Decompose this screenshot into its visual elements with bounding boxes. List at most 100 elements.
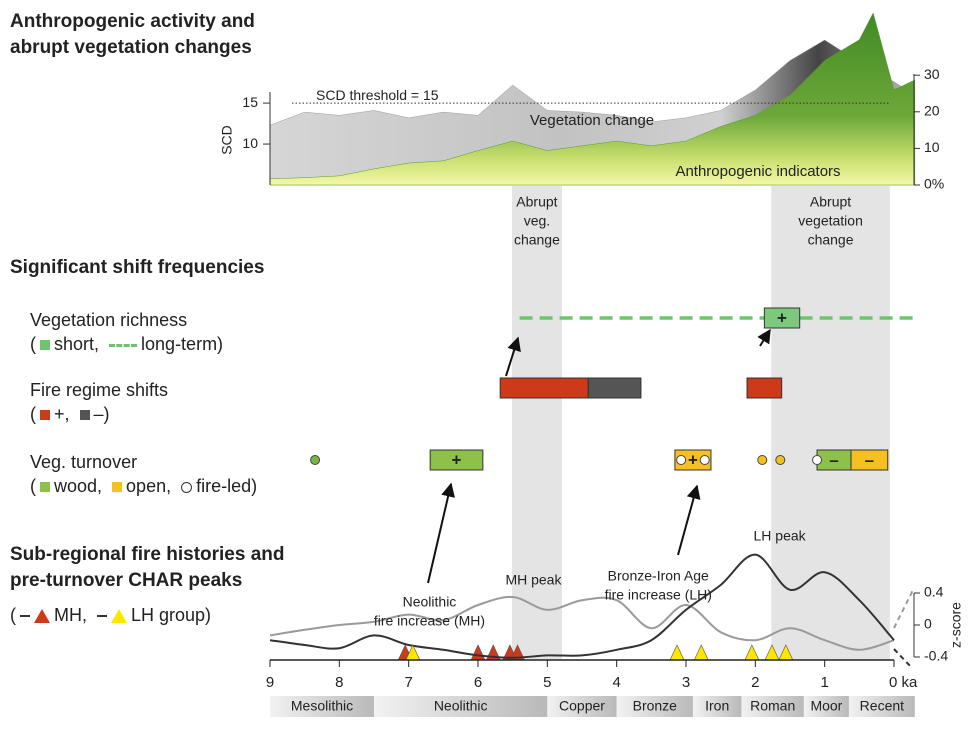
legend-label: LH group)	[131, 605, 212, 625]
shift-sign: +	[777, 308, 787, 327]
period-label: Recent	[860, 698, 904, 714]
shaded-band	[511, 186, 562, 660]
z-axis-label: z-score	[948, 602, 964, 648]
legend: (+, –)	[30, 403, 116, 425]
fire-history-line	[269, 553, 895, 659]
fire-led-ring	[699, 455, 710, 465]
char-peak	[693, 644, 709, 661]
shift-box	[746, 377, 783, 399]
series-label: Vegetation change	[530, 112, 654, 129]
band-label: veg.	[524, 213, 550, 229]
legend-paren: (	[10, 605, 16, 625]
annotation: LH peak	[754, 528, 807, 544]
arrow	[505, 336, 521, 377]
row-label: Veg. turnover	[30, 452, 138, 472]
legend-swatch	[34, 609, 50, 624]
legend-line	[97, 615, 107, 618]
band-label: Abrupt	[516, 194, 557, 210]
x-tick-label: 6	[474, 674, 482, 691]
chart-title: abrupt vegetation changes	[10, 37, 252, 58]
period	[547, 696, 617, 717]
section-title: Sub-regional fire histories and	[10, 544, 285, 565]
shift-sign: +	[452, 450, 462, 469]
period	[616, 696, 693, 717]
x-tick-label: 9	[266, 674, 274, 691]
legend-label: open,	[126, 476, 172, 496]
period	[741, 696, 804, 717]
annotation: fire increase (MH)	[374, 612, 485, 628]
y2-tick-label: 30	[924, 66, 940, 82]
row-label: Fire regime shifts	[30, 380, 169, 400]
fire-led-ring	[812, 455, 823, 465]
shift-sign: –	[865, 450, 874, 469]
legend-label: MH,	[54, 605, 87, 625]
legend-label: –)	[93, 404, 110, 424]
period-label: Neolithic	[434, 698, 488, 714]
legend-paren: (	[30, 334, 36, 354]
shift-dot	[757, 455, 768, 465]
legend: ( short, long-term)	[30, 333, 229, 355]
x-tick-label: 7	[404, 674, 412, 691]
arrow	[677, 484, 701, 556]
legend-label: +,	[54, 404, 70, 424]
legend-label: wood,	[54, 476, 103, 496]
legend-swatch	[40, 410, 50, 421]
band-label: change	[808, 232, 854, 248]
x-tick-label: 8	[335, 674, 343, 691]
shaded-band	[771, 186, 890, 660]
period	[692, 696, 742, 717]
shift-box	[499, 377, 589, 399]
legend-line	[20, 615, 30, 618]
legend-swatch	[112, 482, 123, 493]
y2-tick-label: 10	[924, 139, 940, 155]
legend: (wood, open, fire-led)	[30, 475, 263, 497]
char-peak	[470, 644, 486, 661]
legend-label: long-term)	[141, 334, 224, 354]
annotation: Neolithic	[403, 593, 457, 609]
y2-tick-label: 0%	[924, 176, 944, 192]
bands	[511, 186, 890, 660]
period-label: Iron	[705, 698, 729, 714]
x-tick-label: 3	[682, 674, 690, 691]
shift-box	[850, 449, 889, 471]
x-tick-label: 5	[543, 674, 551, 691]
shift-sign: +	[688, 450, 698, 469]
shift-sign: –	[829, 450, 838, 469]
legend-swatch	[181, 481, 193, 493]
shift-box	[763, 307, 801, 329]
period	[848, 696, 915, 717]
period	[270, 696, 374, 717]
area	[269, 12, 916, 186]
section-title: pre-turnover CHAR peaks	[10, 570, 242, 591]
legend-swatch	[111, 609, 127, 624]
threshold-label: SCD threshold = 15	[316, 87, 439, 103]
legend-swatch	[40, 340, 50, 351]
period-label: Bronze	[633, 698, 678, 714]
band-label: vegetation	[798, 213, 863, 229]
legend-swatch	[109, 343, 138, 347]
period-label: Moor	[810, 698, 842, 714]
annotation: MH peak	[505, 572, 562, 588]
x-tick-label: 1	[820, 674, 828, 691]
z-tick-label: 0.4	[924, 584, 944, 600]
legend-swatch	[79, 410, 90, 421]
legend-label: fire-led)	[196, 476, 258, 496]
period-label: Roman	[750, 698, 795, 714]
annotation: Bronze-Iron Age	[608, 568, 709, 584]
x-tick-label: 2	[751, 674, 759, 691]
band-label: Abrupt	[810, 194, 851, 210]
legend-label: short,	[54, 334, 100, 354]
section-title: Significant shift frequencies	[10, 257, 264, 278]
y-tick-label: 10	[242, 135, 258, 151]
shift-box	[587, 377, 642, 399]
band-label: change	[514, 232, 560, 248]
period	[803, 696, 849, 717]
shift-dot	[775, 455, 786, 465]
shift-box	[429, 449, 484, 471]
y-tick-label: 15	[242, 94, 258, 110]
arrow	[757, 328, 771, 347]
chart-title: Anthropogenic activity and	[10, 11, 255, 32]
arrows	[427, 328, 915, 669]
fire-led-ring	[676, 455, 687, 465]
